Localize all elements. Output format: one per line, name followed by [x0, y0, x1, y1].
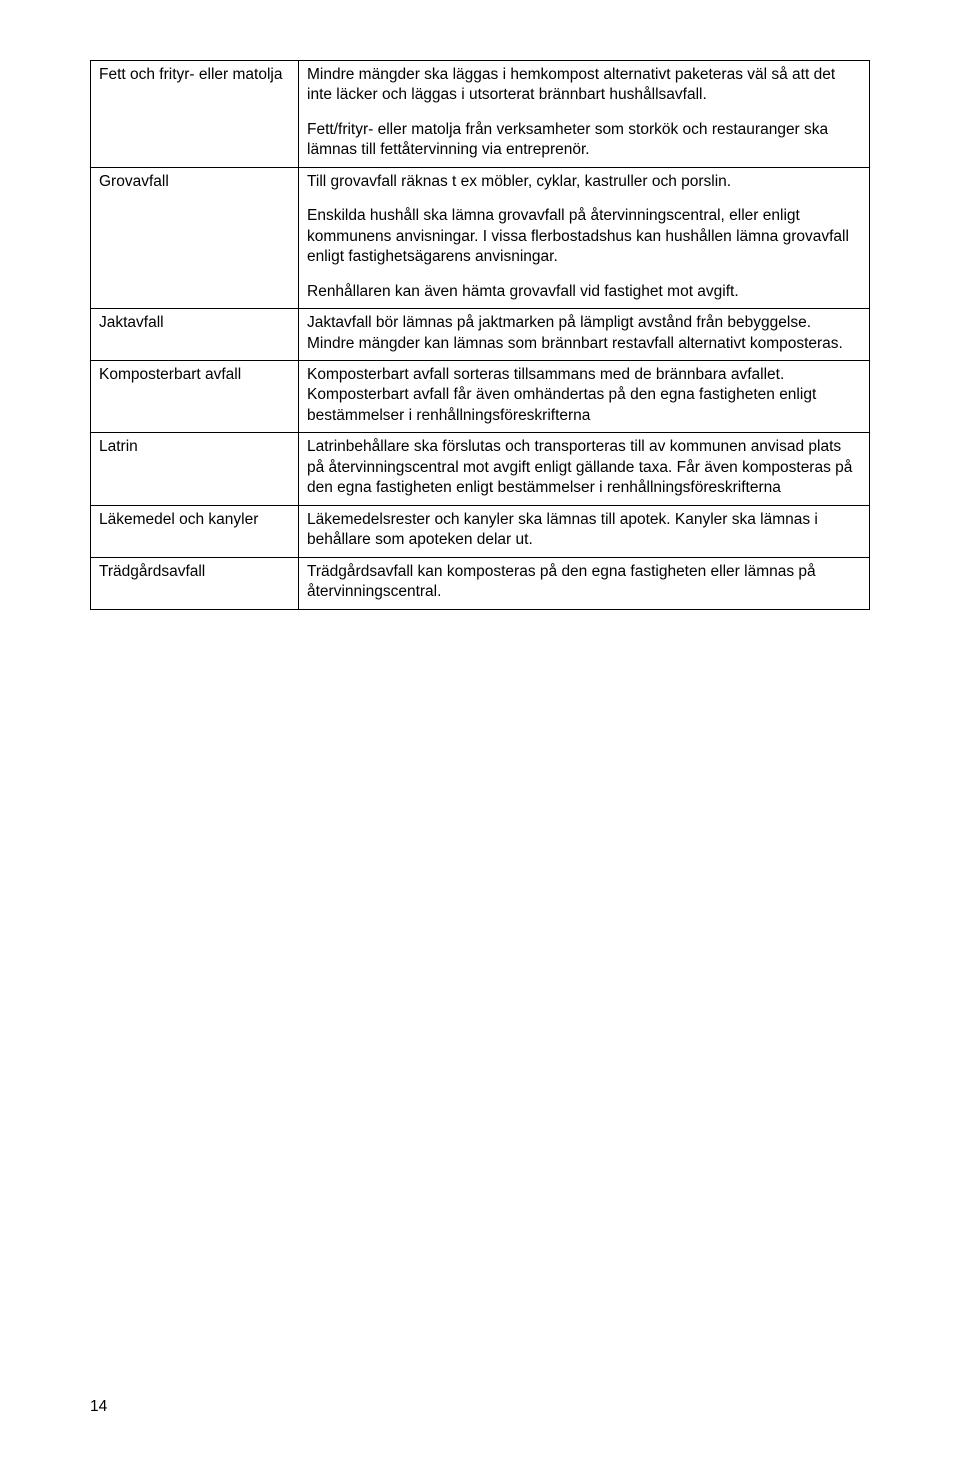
paragraph: Latrinbehållare ska förslutas och transp… [307, 437, 861, 498]
row-content: Till grovavfall räknas t ex möbler, cykl… [299, 167, 870, 308]
row-label: Latrin [91, 433, 299, 505]
row-content: Latrinbehållare ska förslutas och transp… [299, 433, 870, 505]
paragraph: Trädgårdsavfall kan komposteras på den e… [307, 562, 861, 603]
paragraph: Renhållaren kan även hämta grovavfall vi… [307, 282, 861, 302]
row-label: Fett och frityr- eller matolja [91, 61, 299, 168]
paragraph: Läkemedelsrester och kanyler ska lämnas … [307, 510, 861, 551]
row-label: Jaktavfall [91, 309, 299, 361]
waste-table: Fett och frityr- eller matoljaMindre män… [90, 60, 870, 610]
row-label: Komposterbart avfall [91, 360, 299, 432]
paragraph: Komposterbart avfall sorteras tillsamman… [307, 365, 861, 426]
table-row: LatrinLatrinbehållare ska förslutas och … [91, 433, 870, 505]
paragraph: Enskilda hushåll ska lämna grovavfall på… [307, 206, 861, 267]
table-row: TrädgårdsavfallTrädgårdsavfall kan kompo… [91, 557, 870, 609]
row-label: Trädgårdsavfall [91, 557, 299, 609]
paragraph: Mindre mängder ska läggas i hemkompost a… [307, 65, 861, 106]
row-label: Läkemedel och kanyler [91, 505, 299, 557]
row-content: Läkemedelsrester och kanyler ska lämnas … [299, 505, 870, 557]
row-content: Jaktavfall bör lämnas på jaktmarken på l… [299, 309, 870, 361]
paragraph: Fett/frityr- eller matolja från verksamh… [307, 120, 861, 161]
paragraph: Jaktavfall bör lämnas på jaktmarken på l… [307, 313, 861, 354]
table-row: Komposterbart avfallKomposterbart avfall… [91, 360, 870, 432]
table-row: Läkemedel och kanylerLäkemedelsrester oc… [91, 505, 870, 557]
table-row: Grovavfall Till grovavfall räknas t ex mö… [91, 167, 870, 308]
paragraph: Till grovavfall räknas t ex möbler, cykl… [307, 172, 861, 192]
row-label: Grovavfall [91, 167, 299, 308]
table-row: Fett och frityr- eller matoljaMindre män… [91, 61, 870, 168]
table-row: JaktavfallJaktavfall bör lämnas på jaktm… [91, 309, 870, 361]
document-page: Fett och frityr- eller matoljaMindre män… [0, 0, 960, 1464]
page-number: 14 [90, 1398, 107, 1416]
row-content: Komposterbart avfall sorteras tillsamman… [299, 360, 870, 432]
row-content: Trädgårdsavfall kan komposteras på den e… [299, 557, 870, 609]
row-content: Mindre mängder ska läggas i hemkompost a… [299, 61, 870, 168]
